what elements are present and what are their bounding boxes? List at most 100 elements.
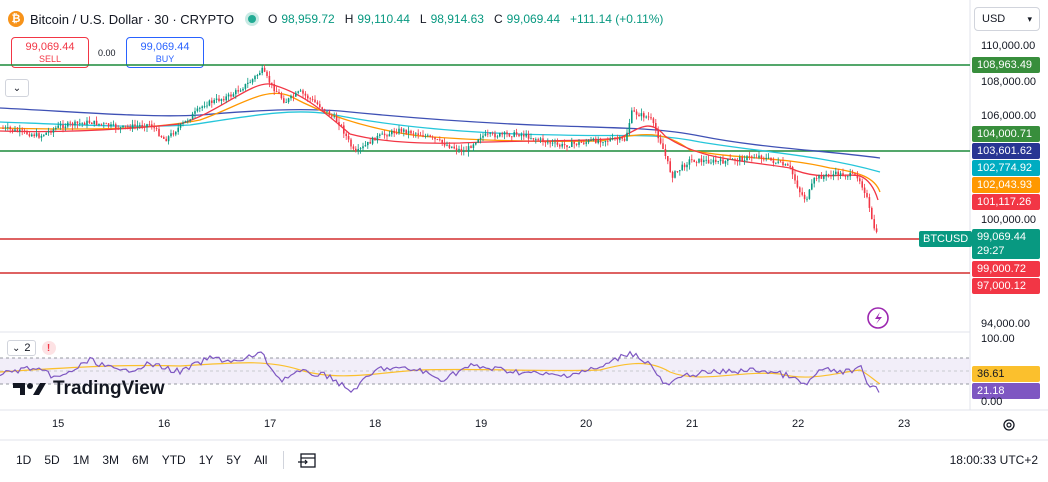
candle-body [755,157,758,159]
candle-body [88,120,91,123]
timeframe-all[interactable]: All [254,453,268,467]
candle-body [599,140,602,143]
candle-body [14,129,16,132]
candle-body [407,130,410,134]
timeframe-3m[interactable]: 3M [102,453,120,467]
candle-body [458,148,460,151]
candle-body [782,161,784,166]
bar-countdown: 29:27 [977,245,1005,257]
candle-body [592,138,595,141]
candle-body [184,120,187,123]
candle-body [635,111,638,115]
timeframe-1y[interactable]: 1Y [198,453,214,467]
candle-body [191,113,194,120]
hline-price-tag[interactable]: 108,963.49 [972,57,1040,73]
candle-body [292,95,295,97]
candle-body [50,131,52,133]
buy-button[interactable]: 99,069.44 BUY [126,37,204,68]
timeframe-5y[interactable]: 5Y [226,453,242,467]
candle-body [875,228,878,232]
timeframe-ytd[interactable]: YTD [161,453,186,467]
warning-icon[interactable]: ! [41,341,56,355]
candle-body [194,111,196,114]
candle-body [28,134,31,137]
candle-body [316,102,319,105]
candle-body [359,148,362,150]
candle-body [511,136,513,138]
candle-body [688,159,691,165]
ma-100-tag: 102,774.92 [972,160,1040,176]
candle-body [319,104,321,108]
candle-body [763,158,765,160]
candle-body [393,130,395,134]
candle-body [83,122,86,125]
candle-body [215,98,218,100]
candle-body [398,128,400,134]
candle-body [753,157,755,159]
indicator-toggle[interactable]: ⌄ 2 [7,340,36,356]
candle-body [155,128,158,130]
candle-body [146,124,148,128]
candle-body [403,129,405,132]
timezone-clock[interactable]: 18:00:33 UTC+2 [949,453,1038,467]
candle-body [247,82,249,84]
candle-body [825,174,827,177]
rsi-ma-line [0,362,881,385]
brand-name: TradingView [53,378,165,399]
candle-body [532,138,535,140]
timeframe-1m[interactable]: 1M [72,453,90,467]
candle-body [371,137,374,144]
candle-body [278,92,280,94]
candle-body [561,144,563,147]
candle-body [520,134,523,137]
candle-body [674,171,676,178]
candle-body [422,135,424,137]
candle-body [136,125,139,127]
candle-body [374,137,376,141]
currency-select[interactable]: USD ▾ [974,7,1040,31]
candle-body [832,174,835,177]
timeframe-6m[interactable]: 6M [132,453,149,467]
candle-body [203,106,206,108]
tradingview-logo[interactable]: TradingView [13,378,165,400]
candle-body [127,126,129,128]
sell-button[interactable]: 99,069.44 SELL [11,37,89,68]
candle-body [74,121,76,126]
candle-body [525,133,527,137]
calendar-range-icon[interactable] [298,451,318,469]
hline-price-tag[interactable]: 99,000.72 [972,261,1040,277]
tradingview-logo-icon [13,383,46,395]
candle-body [227,94,230,97]
symbol-title[interactable]: Bitcoin / U.S. Dollar · 30 · CRYPTO [30,11,234,27]
candle-body [33,134,35,137]
candle-body [242,88,244,91]
hline-price-tag[interactable]: 97,000.12 [972,278,1040,294]
candle-body [362,146,364,149]
collapse-legend-button[interactable]: ⌄ [5,79,29,97]
price-axis-label: 110,000.00 [981,40,1036,52]
candle-body [607,140,609,142]
rsi-indicator-header[interactable]: ⌄ 2 ! [7,340,56,356]
candle-body [441,139,443,143]
candle-body [175,131,177,135]
candle-body [271,82,273,85]
market-status-icon [247,15,256,23]
candle-body [523,134,525,137]
candle-body [657,130,659,139]
timeframe-5d[interactable]: 5D [44,453,60,467]
ma-20-tag: 101,117.26 [972,194,1040,210]
candle-body [815,177,818,179]
candle-body [803,194,806,200]
candle-body [165,138,167,142]
timeframe-1d[interactable]: 1D [16,453,32,467]
candle-body [163,137,165,139]
candle-body [587,140,590,143]
time-axis-label: 16 [158,418,171,430]
candlestick-series [2,64,878,234]
candle-body [703,160,705,163]
candle-body [631,110,633,124]
candle-body [676,171,679,172]
candle-body [854,173,856,175]
